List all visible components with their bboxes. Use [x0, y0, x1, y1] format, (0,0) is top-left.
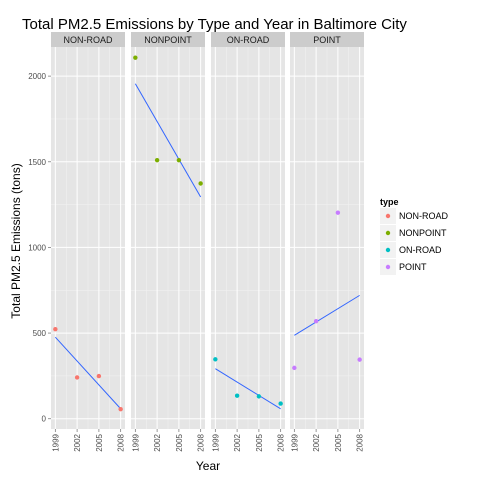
data-point-point-2002: [313, 319, 319, 324]
legend-item-on-road: ON-ROAD: [380, 242, 442, 258]
legend: type NON-ROAD NONPOINT ON-ROAD POINT: [380, 197, 448, 275]
legend-item-non-road: NON-ROAD: [380, 208, 448, 224]
strip-label: NON-ROAD: [64, 35, 113, 45]
x-tick-label: 2002: [73, 433, 82, 451]
panel-nonpoint: NONPOINT 1999 2002 2005 2008: [131, 32, 206, 452]
trend-line-nonpoint: [134, 83, 202, 198]
x-tick-label: 2005: [255, 433, 264, 451]
x-tick-label: 2005: [175, 433, 184, 451]
strip-label: NONPOINT: [144, 35, 192, 45]
chart-title: Total PM2.5 Emissions by Type and Year i…: [22, 16, 407, 33]
x-tick-label: 1999: [131, 433, 140, 451]
data-point-nonpoint-2002: [154, 157, 160, 163]
x-tick-label: 2002: [312, 433, 321, 451]
x-tick-label: 1999: [51, 433, 60, 451]
panel-on-road: ON-ROAD 1999 2002 2005 2008: [211, 32, 286, 452]
legend-label: POINT: [399, 262, 427, 272]
x-tick-label: 2008: [117, 433, 126, 451]
x-tick-label: 2008: [197, 433, 206, 451]
x-tick-label: 2002: [233, 433, 242, 451]
data-point-on-road-2002: [234, 393, 240, 398]
data-point-non-road-1999: [53, 326, 58, 332]
data-point-non-road-2005: [96, 373, 102, 379]
y-tick-label: 1500: [28, 158, 46, 167]
legend-label: NONPOINT: [399, 228, 447, 238]
legend-label: ON-ROAD: [399, 245, 442, 255]
legend-swatch: [385, 213, 391, 219]
x-tick-label: 1999: [290, 433, 299, 451]
data-point-non-road-2002: [74, 375, 80, 380]
trend-line-on-road: [215, 368, 281, 410]
legend-swatch: [385, 230, 391, 236]
strip-label: POINT: [313, 35, 341, 45]
strip-background: [51, 32, 125, 47]
data-point-nonpoint-2008: [198, 181, 203, 186]
legend-label: NON-ROAD: [399, 211, 448, 221]
facet-panels: NON-ROAD 1999 2002 2005 2008 NONPOINT 1999 2002…: [51, 32, 365, 452]
x-tick-label: 2005: [95, 433, 104, 451]
strip-background: [131, 32, 205, 47]
data-point-on-road-2008: [278, 401, 283, 406]
x-tick-label: 1999: [211, 433, 220, 451]
legend-swatch: [385, 247, 391, 253]
x-tick-label: 2008: [277, 433, 286, 451]
x-tick-label: 2005: [334, 433, 343, 451]
strip-label: ON-ROAD: [227, 35, 270, 45]
trend-line-point: [294, 294, 360, 336]
data-point-point-2005: [335, 210, 341, 215]
data-point-point-1999: [292, 365, 297, 371]
data-point-nonpoint-2005: [176, 157, 182, 163]
strip-background: [211, 32, 285, 47]
strip-background: [290, 32, 364, 47]
y-axis: 0 500 1000 1500 2000: [28, 72, 51, 424]
data-point-point-2008: [357, 357, 362, 362]
y-tick-label: 500: [33, 329, 47, 338]
trend-line-non-road: [54, 336, 122, 410]
y-tick-label: 2000: [28, 72, 46, 81]
data-point-on-road-1999: [213, 357, 218, 362]
legend-swatch: [385, 264, 391, 270]
y-tick-label: 0: [42, 415, 47, 424]
data-point-nonpoint-1999: [133, 55, 138, 60]
x-tick-label: 2002: [153, 433, 162, 451]
y-tick-label: 1000: [28, 243, 46, 252]
legend-item-point: POINT: [380, 259, 427, 275]
panel-non-road: NON-ROAD 1999 2002 2005 2008: [51, 32, 126, 452]
y-axis-title: Total PM2.5 Emissions (tons): [9, 163, 23, 318]
data-point-on-road-2005: [256, 394, 262, 399]
legend-title: type: [380, 197, 399, 207]
data-point-non-road-2008: [118, 406, 123, 412]
x-axis-title: Year: [196, 459, 220, 473]
x-tick-label: 2008: [356, 433, 365, 451]
panel-point: POINT 1999 2002 2005 2008: [290, 32, 365, 452]
legend-item-nonpoint: NONPOINT: [380, 225, 447, 241]
